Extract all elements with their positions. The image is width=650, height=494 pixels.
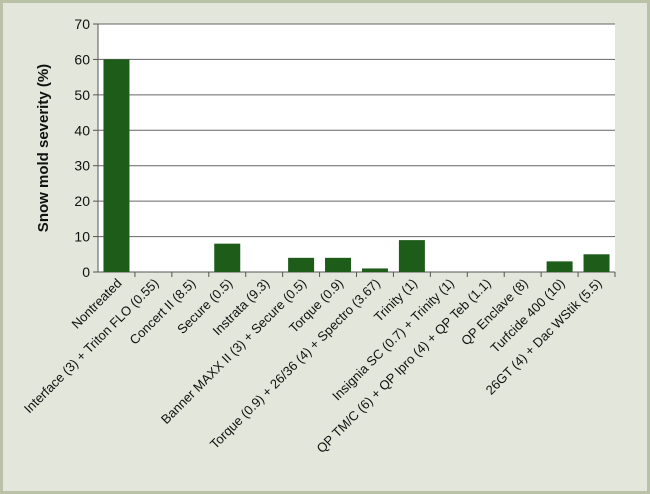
y-tick-label: 60 xyxy=(74,51,90,67)
y-tick-label: 20 xyxy=(74,193,90,209)
bar xyxy=(361,268,388,272)
y-tick-label: 10 xyxy=(74,229,90,245)
bar xyxy=(103,59,130,272)
y-axis-label: Snow mold severity (%) xyxy=(35,64,52,232)
bars xyxy=(103,59,610,272)
y-tick-labels: 0 10 20 30 40 50 60 70 xyxy=(74,16,98,280)
y-tick-label: 0 xyxy=(82,264,90,280)
x-tick-label: Torque (0.9) + 26/36 (4) + Spectro (3.67… xyxy=(207,276,383,452)
bar xyxy=(325,257,352,272)
x-tick-label: Interface (3) + Triton FLO (0.55) xyxy=(21,276,162,417)
plot-area xyxy=(98,24,615,272)
bar xyxy=(214,243,241,272)
gridlines xyxy=(98,23,615,238)
y-tick-label: 30 xyxy=(74,158,90,174)
bar xyxy=(546,261,573,272)
y-tick-label: 50 xyxy=(74,87,90,103)
bar xyxy=(583,254,610,272)
bar xyxy=(288,257,315,272)
x-tick-label: QP TM/C (6) + QP Ipro (4) + QP Teb (1.1) xyxy=(313,276,493,456)
y-tick-label: 70 xyxy=(74,16,90,32)
bar xyxy=(398,240,425,272)
y-tick-label: 40 xyxy=(74,122,90,138)
